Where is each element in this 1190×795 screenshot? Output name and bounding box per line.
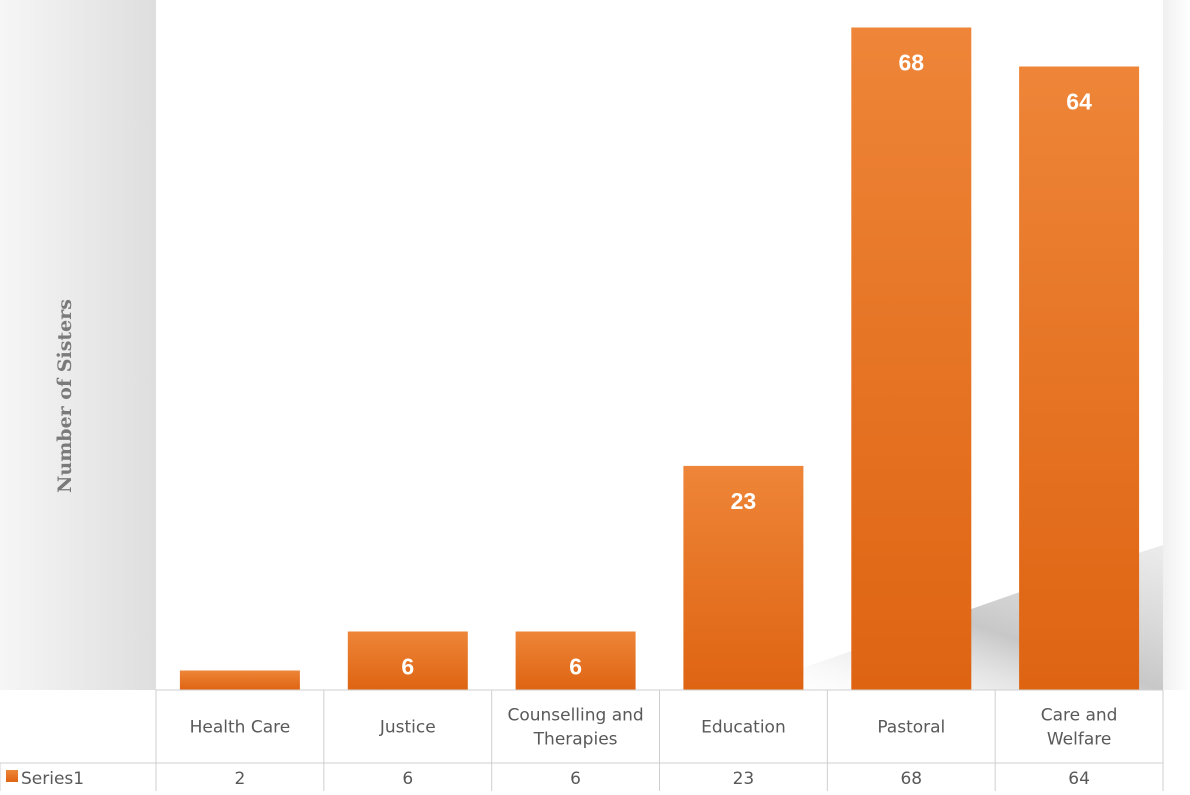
table-value-0: 2 bbox=[234, 769, 245, 789]
bar-4 bbox=[851, 27, 972, 690]
data-label-5: 64 bbox=[1066, 89, 1092, 115]
tick-label-2-0: Counselling and bbox=[507, 706, 643, 726]
tick-label-5-1: Welfare bbox=[1047, 730, 1111, 750]
data-label-2: 6 bbox=[569, 654, 582, 680]
data-labels: 6 6 23 68 64 bbox=[401, 50, 1092, 680]
tick-label-1-0: Justice bbox=[379, 718, 436, 738]
data-label-3: 23 bbox=[731, 488, 757, 514]
table-value-3: 23 bbox=[733, 769, 755, 789]
bar-1 bbox=[347, 631, 468, 690]
data-table: Health Care 2 Justice 6 Counselling and Thera… bbox=[0, 689, 1164, 791]
bar-5 bbox=[1019, 66, 1140, 690]
data-label-1: 6 bbox=[401, 654, 414, 680]
table-value-1: 6 bbox=[402, 769, 413, 789]
tick-label-5-0: Care and bbox=[1041, 706, 1118, 726]
bars bbox=[179, 27, 1140, 690]
bar-3 bbox=[683, 465, 804, 690]
tick-label-2-1: Therapies bbox=[533, 730, 618, 750]
bar-0 bbox=[179, 670, 300, 690]
tick-label-0-0: Health Care bbox=[190, 718, 291, 738]
legend-label-series1: Series1 bbox=[21, 769, 84, 789]
backwall-left-shade bbox=[0, 0, 156, 690]
legend-swatch-series1 bbox=[6, 770, 18, 782]
table-value-5: 64 bbox=[1068, 769, 1090, 789]
table-value-4: 68 bbox=[900, 769, 922, 789]
table-value-2: 6 bbox=[570, 769, 581, 789]
tick-label-3-0: Education bbox=[701, 718, 786, 738]
tick-label-4-0: Pastoral bbox=[877, 718, 945, 738]
bar-2 bbox=[515, 631, 636, 690]
backwall-right-shade bbox=[1163, 0, 1190, 690]
data-label-4: 68 bbox=[899, 50, 925, 76]
